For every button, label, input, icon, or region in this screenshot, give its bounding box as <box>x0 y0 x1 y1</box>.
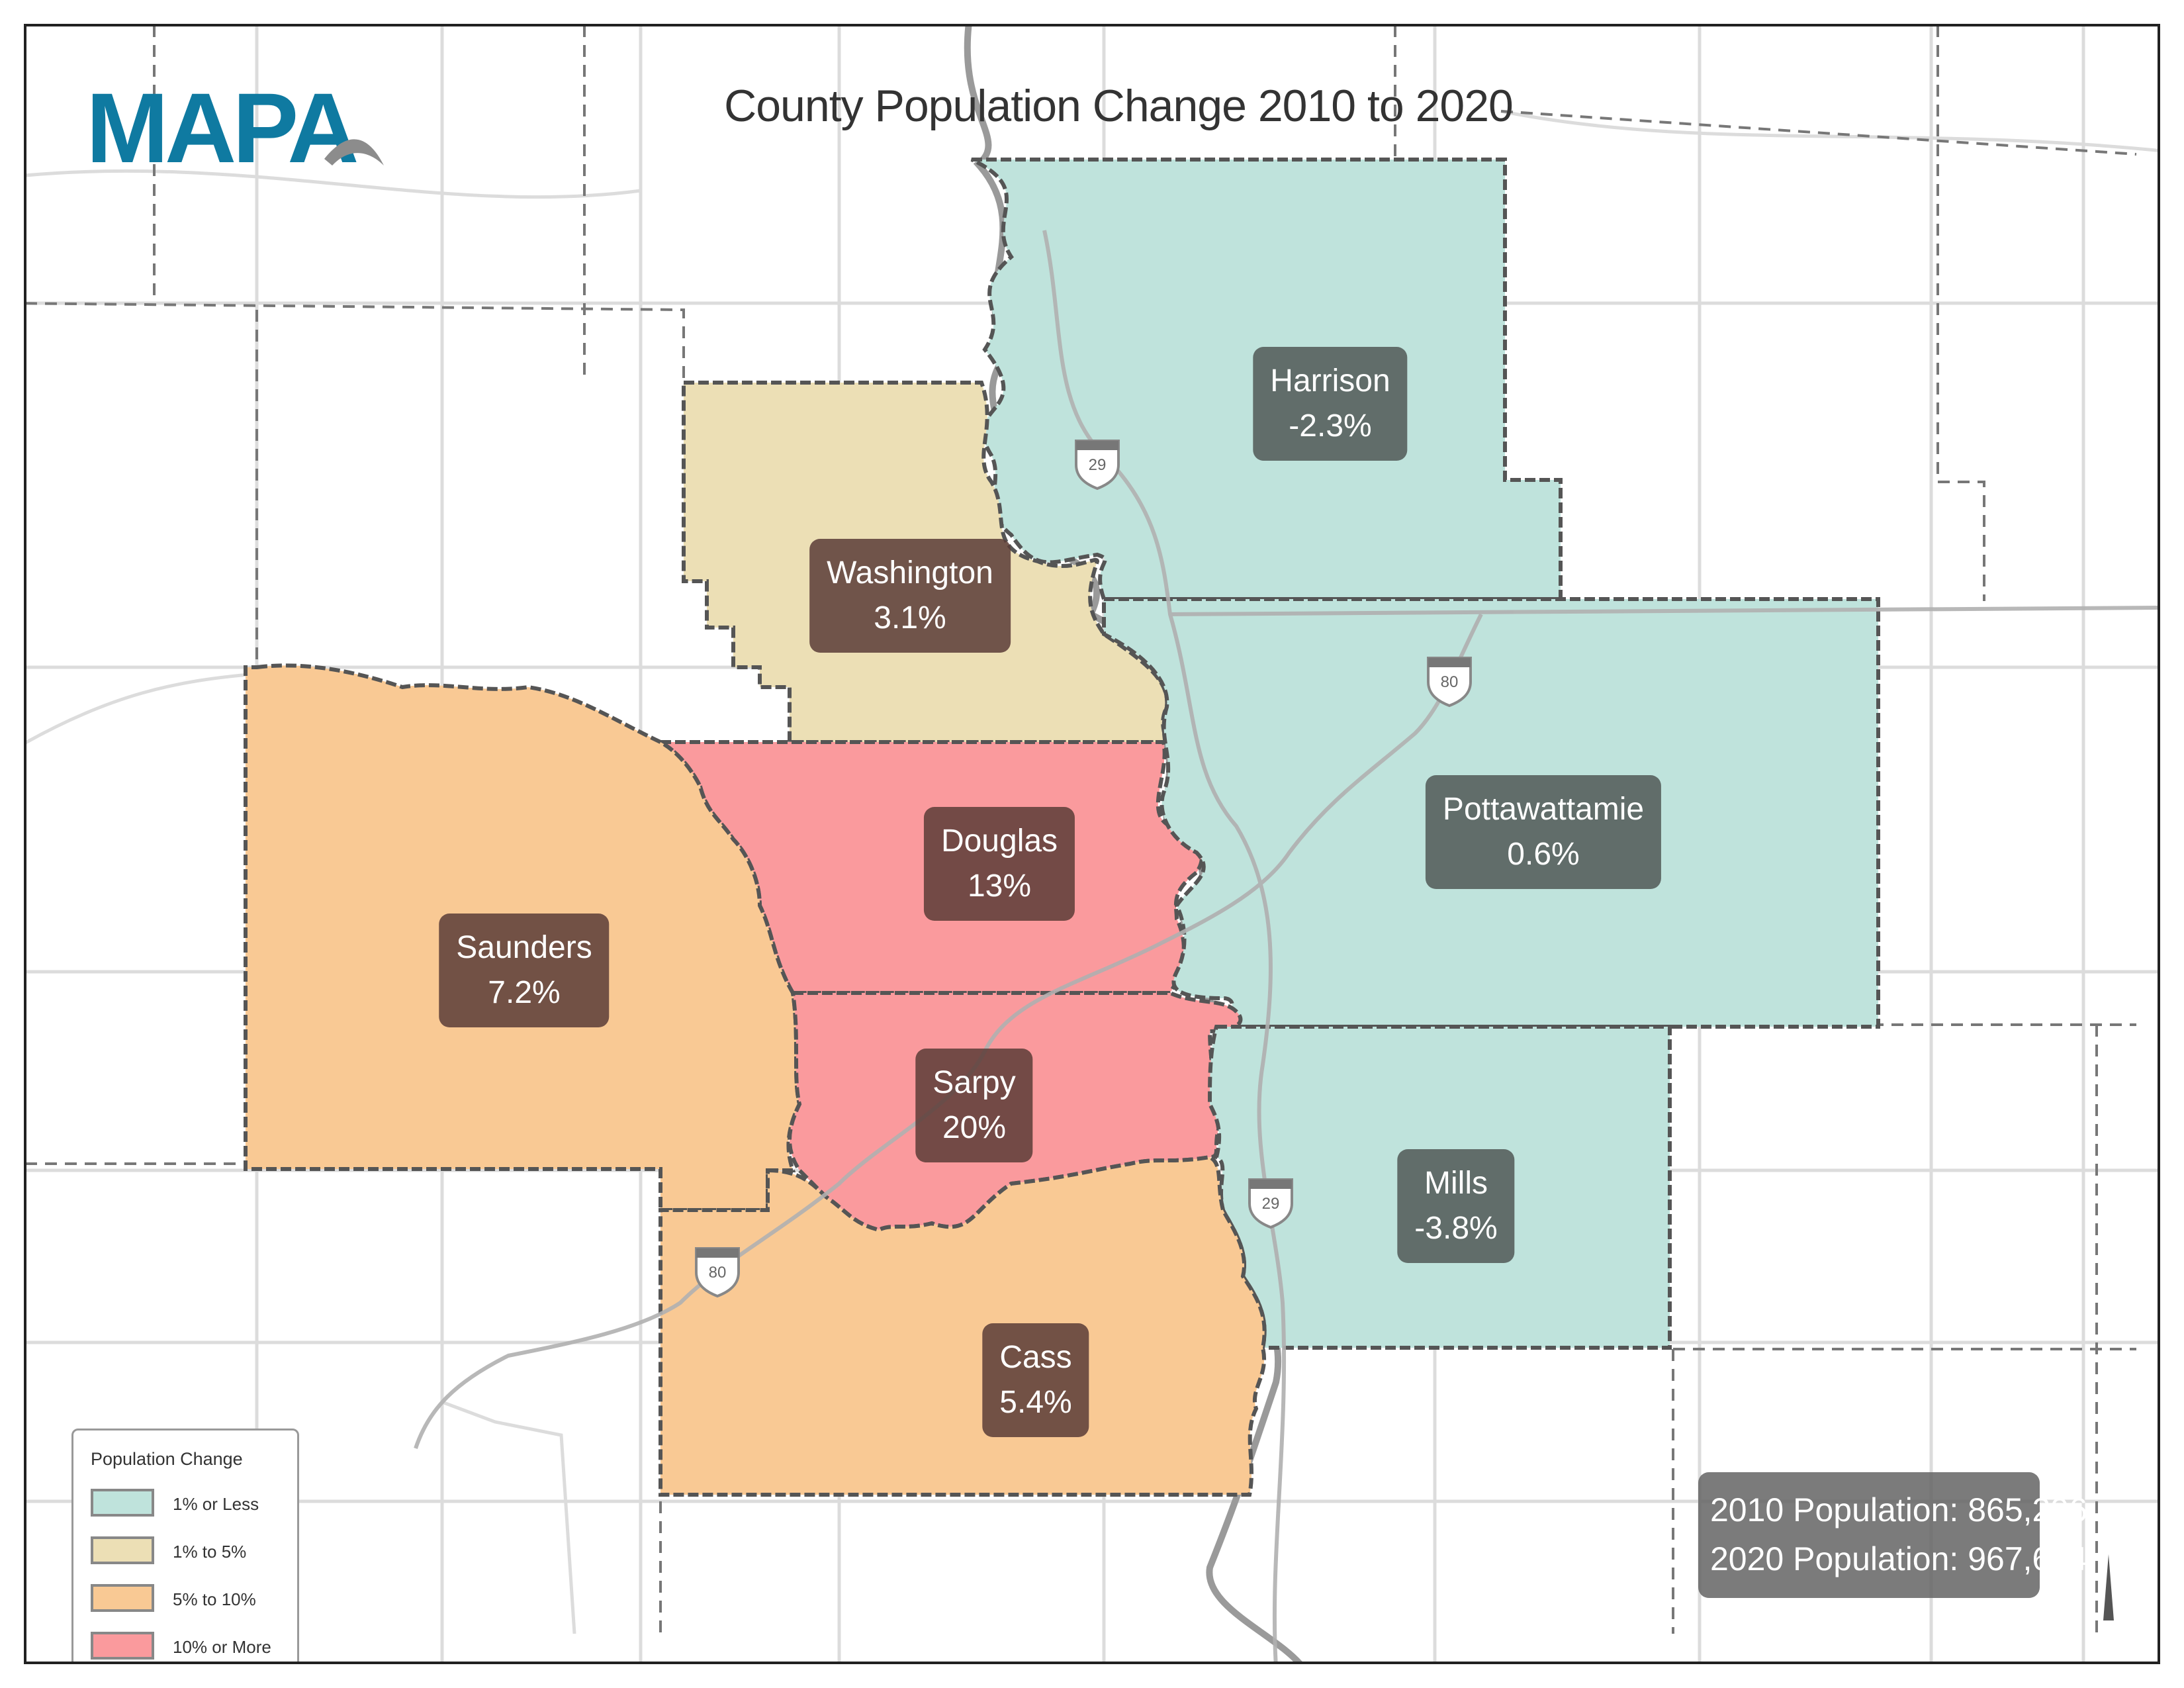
legend-swatch <box>91 1536 154 1564</box>
region-map[interactable]: 29 80 29 80 <box>24 24 2160 1664</box>
county-change: 20% <box>942 1110 1007 1145</box>
interstate-80-shield-east: 80 <box>1427 657 1472 708</box>
county-cass-shape[interactable] <box>659 1154 1267 1497</box>
shield-number: 80 <box>1441 673 1459 691</box>
interstate-80-shield-west: 80 <box>695 1247 740 1298</box>
county-name: Saunders <box>456 930 592 965</box>
county-change: 5.4% <box>999 1385 1072 1420</box>
county-change: 0.6% <box>1507 837 1580 872</box>
legend-swatch <box>91 1584 154 1612</box>
population-2020: 2020 Population: 967,604 <box>1710 1540 2087 1577</box>
outer-boundaries <box>26 26 2137 1640</box>
population-summary: 2010 Population: 865,296 2020 Population… <box>1698 1472 2087 1598</box>
shield-number: 29 <box>1089 456 1107 474</box>
interstate-29-shield-north: 29 <box>1075 440 1120 491</box>
county-label-saunders: Saunders 7.2% <box>439 914 610 1027</box>
legend-swatch <box>91 1489 154 1517</box>
legend: Population Change 1% or Less 1% to 5% 5%… <box>71 1429 299 1662</box>
legend-label: 10% or More <box>173 1637 271 1657</box>
county-name: Cass <box>999 1340 1072 1375</box>
interstate-29-shield-south: 29 <box>1248 1178 1293 1229</box>
county-name: Pottawattamie <box>1442 792 1645 827</box>
county-change: 3.1% <box>874 600 946 635</box>
county-name: Douglas <box>940 823 1058 859</box>
county-change: 13% <box>967 868 1032 904</box>
legend-label: 5% to 10% <box>173 1589 256 1609</box>
shield-number: 80 <box>709 1264 727 1282</box>
county-label-pottawattamie: Pottawattamie 0.6% <box>1425 775 1662 889</box>
legend-label: 1% to 5% <box>173 1542 247 1562</box>
county-name: Sarpy <box>933 1065 1016 1100</box>
county-name: Harrison <box>1270 363 1390 399</box>
north-arrow-icon <box>2103 1554 2114 1620</box>
county-label-washington: Washington 3.1% <box>809 539 1011 653</box>
county-label-douglas: Douglas 13% <box>923 807 1075 921</box>
county-label-harrison: Harrison -2.3% <box>1253 347 1408 461</box>
county-label-mills: Mills -3.8% <box>1397 1149 1515 1263</box>
county-label-sarpy: Sarpy 20% <box>915 1049 1033 1162</box>
county-label-cass: Cass 5.4% <box>982 1323 1089 1437</box>
map-title: County Population Change 2010 to 2020 <box>724 81 1514 131</box>
logo-text: MAPA <box>86 79 357 172</box>
mapa-logo: MAPA <box>86 79 384 172</box>
legend-label: 1% or Less <box>173 1494 259 1514</box>
county-change: 7.2% <box>488 975 561 1010</box>
county-change: -2.3% <box>1289 408 1372 444</box>
map-frame: 29 80 29 80 MAPA County Population Chang… <box>24 24 2160 1664</box>
shield-number: 29 <box>1262 1195 1280 1213</box>
legend-swatch <box>91 1632 154 1660</box>
population-2010: 2010 Population: 865,296 <box>1710 1491 2087 1528</box>
county-name: Washington <box>827 555 993 590</box>
county-name: Mills <box>1424 1166 1488 1201</box>
legend-title: Population Change <box>91 1449 243 1469</box>
county-change: -3.8% <box>1414 1211 1498 1246</box>
